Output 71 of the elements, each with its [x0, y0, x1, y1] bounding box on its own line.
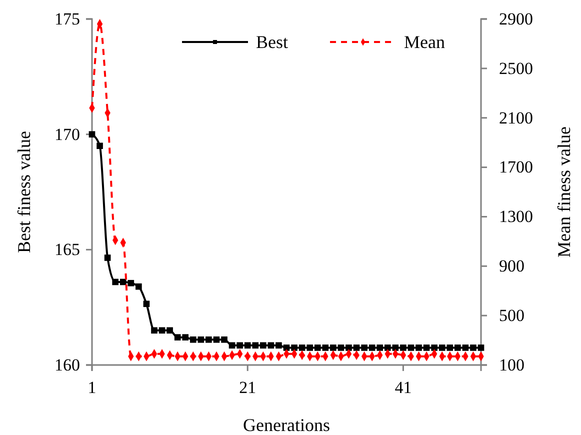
point: [136, 283, 142, 290]
point: [228, 342, 236, 349]
point: [252, 342, 259, 349]
point: [104, 254, 111, 261]
point: [446, 344, 454, 351]
point: [268, 342, 274, 349]
y-tick-label: 160: [54, 355, 80, 374]
point: [368, 344, 376, 351]
point: [260, 342, 266, 349]
point: [96, 142, 103, 150]
point: [190, 336, 196, 343]
y2-tick-label: 1300: [499, 207, 533, 226]
point: [283, 344, 290, 351]
y-axis-title: Best finess value: [14, 131, 34, 253]
legend-label: Mean: [404, 32, 445, 52]
point: [462, 344, 469, 351]
point: [221, 336, 228, 343]
point: [346, 344, 352, 351]
point: [376, 344, 384, 351]
point: [158, 327, 166, 334]
point: [330, 344, 336, 351]
point: [361, 344, 368, 351]
point: [338, 344, 344, 351]
point: [120, 278, 126, 286]
point: [182, 334, 189, 340]
point: [236, 342, 243, 349]
x-tick-label: 41: [394, 378, 412, 398]
point: [206, 336, 212, 343]
point: [174, 334, 181, 340]
point: [143, 300, 150, 308]
point: [298, 344, 306, 351]
point: [213, 336, 220, 343]
x-tick-label: 21: [239, 378, 256, 398]
y2-tick-label: 900: [499, 256, 524, 276]
point: [384, 344, 391, 351]
point: [112, 278, 119, 286]
point: [244, 342, 251, 349]
y2-tick-label: 100: [499, 355, 524, 374]
y2-tick-label: 1700: [499, 158, 533, 177]
y2-tick-label: 2500: [499, 58, 533, 78]
point: [353, 344, 360, 351]
point: [276, 342, 282, 349]
point: [88, 131, 96, 138]
y-tick-label: 175: [54, 9, 80, 28]
point: [400, 344, 406, 351]
y-tick-label: 165: [54, 240, 80, 260]
y2-axis-title: Mean finess value: [554, 126, 574, 258]
point: [423, 344, 430, 351]
point: [306, 344, 314, 351]
y2-tick-label: 2100: [499, 108, 533, 128]
point: [454, 344, 461, 351]
point: [198, 336, 204, 343]
point: [431, 344, 438, 351]
y2-tick-label: 2900: [499, 9, 533, 28]
point: [478, 344, 484, 351]
y2-tick-label: 500: [499, 306, 524, 326]
y-tick-label: 170: [54, 124, 80, 144]
point: [392, 344, 399, 351]
point: [470, 344, 476, 351]
point: [166, 327, 173, 334]
x-axis-title: Generations: [243, 415, 330, 435]
point: [408, 344, 414, 351]
x-tick-label: 1: [88, 378, 96, 398]
point: [128, 280, 134, 286]
legend-label: Best: [256, 32, 288, 52]
point: [438, 344, 446, 351]
point: [314, 344, 321, 351]
point: [151, 327, 158, 334]
point: [416, 344, 422, 351]
point: [291, 344, 298, 351]
point: [322, 344, 329, 351]
